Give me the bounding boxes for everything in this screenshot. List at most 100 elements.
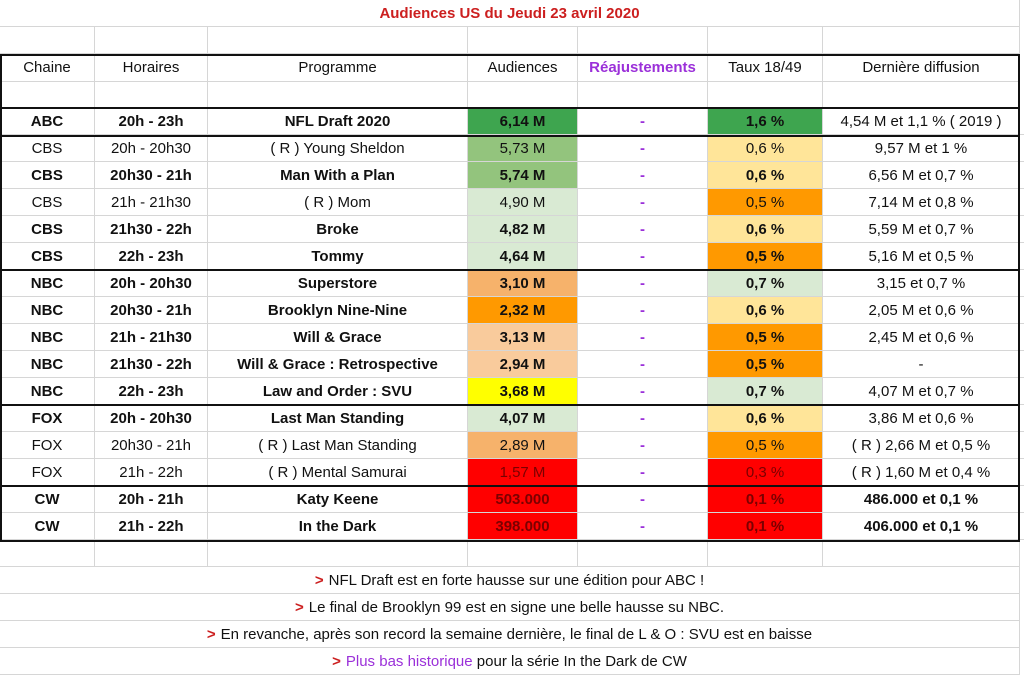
adjustment-cell[interactable]: - bbox=[578, 108, 708, 135]
note-cell[interactable]: > Le final de Brooklyn 99 est en signe un… bbox=[0, 594, 1020, 621]
note-cell[interactable]: > En revanche, après son record la semain… bbox=[0, 621, 1020, 648]
sheet-title[interactable]: Audiences US du Jeudi 23 avril 2020 bbox=[0, 0, 1020, 27]
channel-cell[interactable]: CW bbox=[0, 486, 95, 513]
audience-cell[interactable]: 5,73 M bbox=[468, 135, 578, 162]
channel-cell[interactable]: FOX bbox=[0, 432, 95, 459]
program-cell[interactable]: In the Dark bbox=[208, 513, 468, 540]
adjustment-cell[interactable]: - bbox=[578, 216, 708, 243]
audience-cell[interactable]: 6,14 M bbox=[468, 108, 578, 135]
channel-cell[interactable]: NBC bbox=[0, 378, 95, 405]
adjustment-cell[interactable]: - bbox=[578, 351, 708, 378]
adjustment-cell[interactable]: - bbox=[578, 459, 708, 486]
program-cell[interactable]: Will & Grace : Retrospective bbox=[208, 351, 468, 378]
rating-cell[interactable]: 0,1 % bbox=[708, 513, 823, 540]
adjustment-cell[interactable]: - bbox=[578, 162, 708, 189]
header-audiences[interactable]: Audiences bbox=[468, 54, 578, 82]
rating-cell[interactable]: 0,6 % bbox=[708, 405, 823, 432]
time-cell[interactable]: 20h - 23h bbox=[95, 108, 208, 135]
cell[interactable] bbox=[578, 27, 708, 54]
channel-cell[interactable]: NBC bbox=[0, 351, 95, 378]
program-cell[interactable]: Brooklyn Nine-Nine bbox=[208, 297, 468, 324]
audience-cell[interactable]: 5,74 M bbox=[468, 162, 578, 189]
channel-cell[interactable]: CBS bbox=[0, 216, 95, 243]
rating-cell[interactable]: 0,1 % bbox=[708, 486, 823, 513]
last-airing-cell[interactable]: 3,86 M et 0,6 % bbox=[823, 405, 1020, 432]
adjustment-cell[interactable]: - bbox=[578, 189, 708, 216]
adjustment-cell[interactable]: - bbox=[578, 486, 708, 513]
program-cell[interactable]: ( R ) Mom bbox=[208, 189, 468, 216]
last-airing-cell[interactable]: 7,14 M et 0,8 % bbox=[823, 189, 1020, 216]
adjustment-cell[interactable]: - bbox=[578, 297, 708, 324]
cell[interactable] bbox=[578, 540, 708, 567]
cell[interactable] bbox=[95, 82, 208, 108]
cell[interactable] bbox=[823, 540, 1020, 567]
last-airing-cell[interactable]: - bbox=[823, 351, 1020, 378]
audience-cell[interactable]: 503.000 bbox=[468, 486, 578, 513]
header-reajustements[interactable]: Réajustements bbox=[578, 54, 708, 82]
cell[interactable] bbox=[0, 82, 95, 108]
adjustment-cell[interactable]: - bbox=[578, 405, 708, 432]
time-cell[interactable]: 21h - 22h bbox=[95, 513, 208, 540]
channel-cell[interactable]: CBS bbox=[0, 135, 95, 162]
audience-cell[interactable]: 3,68 M bbox=[468, 378, 578, 405]
channel-cell[interactable]: FOX bbox=[0, 459, 95, 486]
last-airing-cell[interactable]: 2,05 M et 0,6 % bbox=[823, 297, 1020, 324]
cell[interactable] bbox=[708, 540, 823, 567]
audience-cell[interactable]: 398.000 bbox=[468, 513, 578, 540]
time-cell[interactable]: 22h - 23h bbox=[95, 243, 208, 270]
rating-cell[interactable]: 0,7 % bbox=[708, 270, 823, 297]
cell[interactable] bbox=[95, 540, 208, 567]
channel-cell[interactable]: CW bbox=[0, 513, 95, 540]
last-airing-cell[interactable]: 4,54 M et 1,1 % ( 2019 ) bbox=[823, 108, 1020, 135]
adjustment-cell[interactable]: - bbox=[578, 135, 708, 162]
last-airing-cell[interactable]: 2,45 M et 0,6 % bbox=[823, 324, 1020, 351]
cell[interactable] bbox=[708, 82, 823, 108]
audience-cell[interactable]: 2,94 M bbox=[468, 351, 578, 378]
adjustment-cell[interactable]: - bbox=[578, 324, 708, 351]
rating-cell[interactable]: 1,6 % bbox=[708, 108, 823, 135]
time-cell[interactable]: 20h - 21h bbox=[95, 486, 208, 513]
program-cell[interactable]: NFL Draft 2020 bbox=[208, 108, 468, 135]
last-airing-cell[interactable]: 5,59 M et 0,7 % bbox=[823, 216, 1020, 243]
time-cell[interactable]: 20h30 - 21h bbox=[95, 162, 208, 189]
program-cell[interactable]: Tommy bbox=[208, 243, 468, 270]
audience-cell[interactable]: 4,82 M bbox=[468, 216, 578, 243]
program-cell[interactable]: Superstore bbox=[208, 270, 468, 297]
channel-cell[interactable]: NBC bbox=[0, 270, 95, 297]
channel-cell[interactable]: ABC bbox=[0, 108, 95, 135]
time-cell[interactable]: 21h30 - 22h bbox=[95, 216, 208, 243]
audience-cell[interactable]: 3,13 M bbox=[468, 324, 578, 351]
audience-cell[interactable]: 3,10 M bbox=[468, 270, 578, 297]
rating-cell[interactable]: 0,6 % bbox=[708, 162, 823, 189]
channel-cell[interactable]: CBS bbox=[0, 162, 95, 189]
program-cell[interactable]: Man With a Plan bbox=[208, 162, 468, 189]
audience-cell[interactable]: 4,07 M bbox=[468, 405, 578, 432]
header-horaires[interactable]: Horaires bbox=[95, 54, 208, 82]
rating-cell[interactable]: 0,5 % bbox=[708, 432, 823, 459]
cell[interactable] bbox=[208, 82, 468, 108]
adjustment-cell[interactable]: - bbox=[578, 270, 708, 297]
cell[interactable] bbox=[468, 27, 578, 54]
program-cell[interactable]: ( R ) Young Sheldon bbox=[208, 135, 468, 162]
program-cell[interactable]: Broke bbox=[208, 216, 468, 243]
cell[interactable] bbox=[823, 27, 1020, 54]
time-cell[interactable]: 21h30 - 22h bbox=[95, 351, 208, 378]
audience-cell[interactable]: 4,90 M bbox=[468, 189, 578, 216]
audience-cell[interactable]: 2,32 M bbox=[468, 297, 578, 324]
time-cell[interactable]: 20h30 - 21h bbox=[95, 432, 208, 459]
rating-cell[interactable]: 0,7 % bbox=[708, 378, 823, 405]
time-cell[interactable]: 20h - 20h30 bbox=[95, 270, 208, 297]
time-cell[interactable]: 21h - 21h30 bbox=[95, 189, 208, 216]
cell[interactable] bbox=[823, 82, 1020, 108]
cell[interactable] bbox=[0, 540, 95, 567]
last-airing-cell[interactable]: 6,56 M et 0,7 % bbox=[823, 162, 1020, 189]
last-airing-cell[interactable]: 3,15 et 0,7 % bbox=[823, 270, 1020, 297]
adjustment-cell[interactable]: - bbox=[578, 243, 708, 270]
rating-cell[interactable]: 0,6 % bbox=[708, 135, 823, 162]
adjustment-cell[interactable]: - bbox=[578, 432, 708, 459]
rating-cell[interactable]: 0,6 % bbox=[708, 216, 823, 243]
program-cell[interactable]: Will & Grace bbox=[208, 324, 468, 351]
header-taux[interactable]: Taux 18/49 bbox=[708, 54, 823, 82]
rating-cell[interactable]: 0,5 % bbox=[708, 324, 823, 351]
adjustment-cell[interactable]: - bbox=[578, 513, 708, 540]
